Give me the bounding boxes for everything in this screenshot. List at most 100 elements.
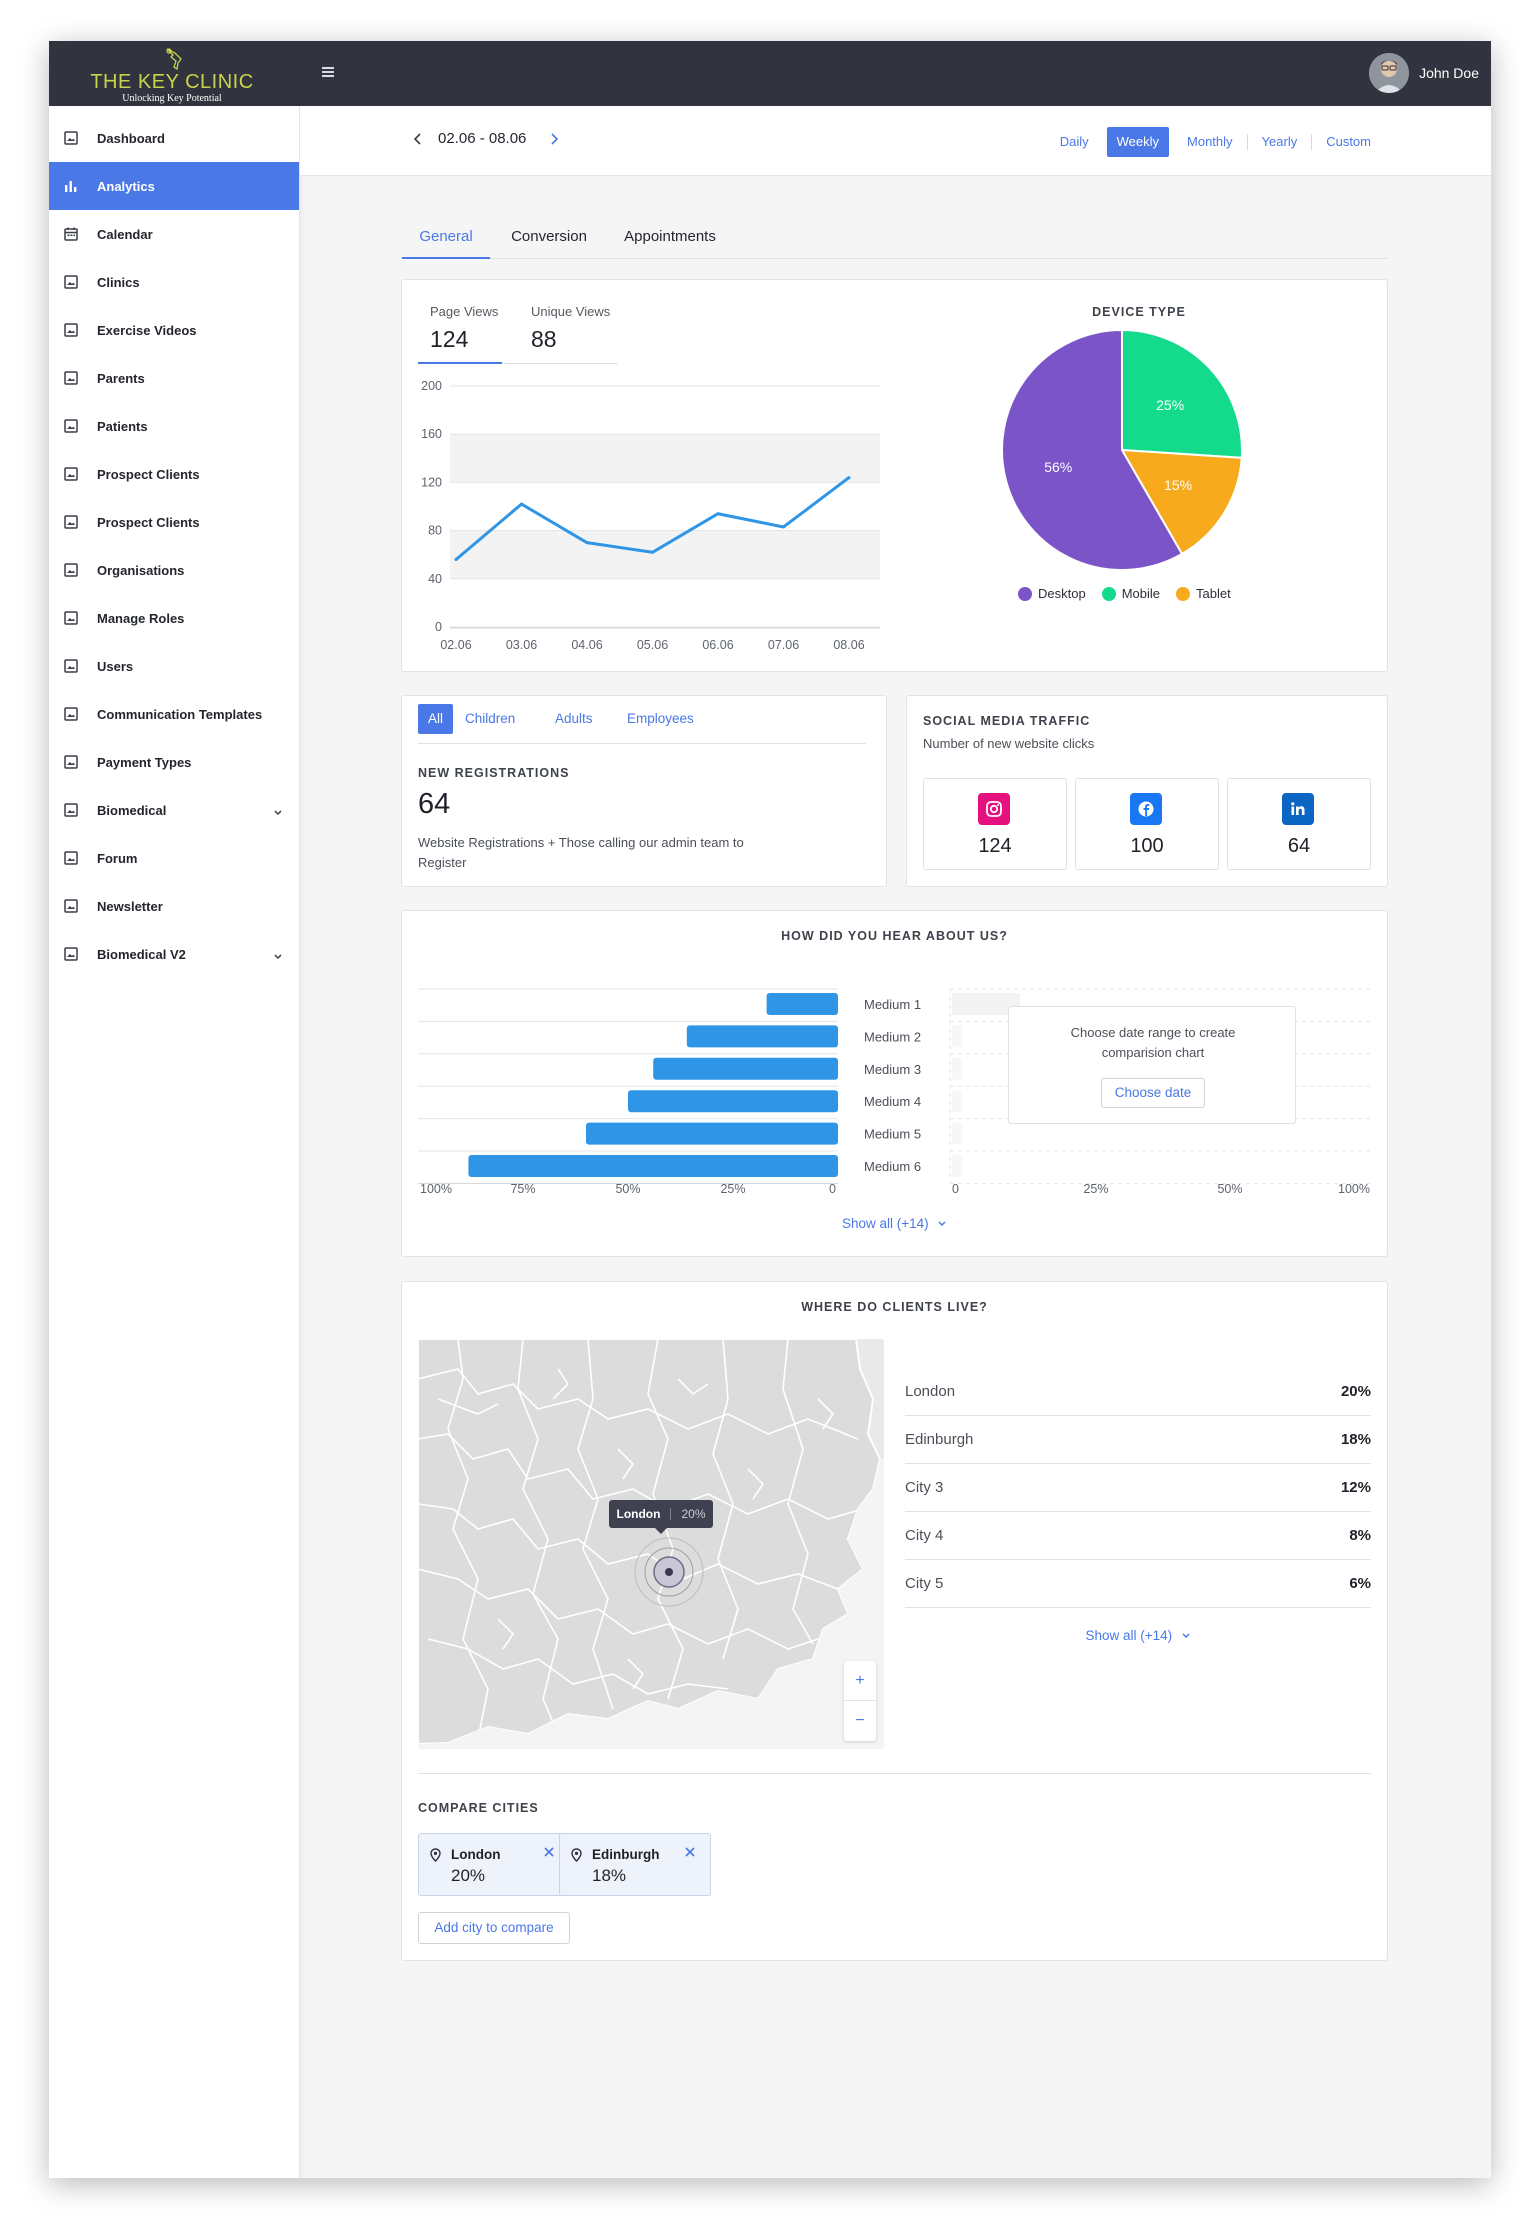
sidebar-item-organisations[interactable]: Organisations <box>49 546 299 594</box>
y-tick-label: 160 <box>421 427 442 441</box>
x-tick-label: 08.06 <box>833 638 864 652</box>
avatar[interactable] <box>1369 53 1410 93</box>
sidebar-item-payment-types[interactable]: Payment Types <box>49 738 299 786</box>
sidebar-item-calendar[interactable]: Calendar <box>49 210 299 258</box>
zoom-out-button[interactable]: − <box>855 1712 865 1729</box>
sidebar-item-forum[interactable]: Forum <box>49 834 299 882</box>
tab-appointments[interactable]: Appointments <box>624 228 716 245</box>
filter-all[interactable]: All <box>418 704 454 734</box>
sidebar-item-biomedical-v2[interactable]: Biomedical V2 <box>49 930 299 978</box>
unique-views-value[interactable]: 88 <box>531 326 557 352</box>
sidebar-item-communication-templates[interactable]: Communication Templates <box>49 690 299 738</box>
map-pin-icon <box>430 1848 441 1867</box>
cities-show-all[interactable]: Show all (+14) <box>905 1627 1371 1645</box>
bar-medium-5[interactable] <box>586 1122 838 1145</box>
brand-logo[interactable]: THE KEY CLINIC Unlocking Key Potential <box>87 45 257 104</box>
compare-chip-pct: 20% <box>451 1866 486 1885</box>
x-tick-label: 50% <box>615 1182 640 1196</box>
tab-general[interactable]: General <box>402 219 490 259</box>
comparison-prompt-box: Choose date range to create comparision … <box>1008 1006 1296 1124</box>
zoom-in-button[interactable]: + <box>844 1661 876 1701</box>
pie-slice-tablet[interactable] <box>1120 448 1243 556</box>
new-registrations-title: NEW REGISTRATIONS <box>418 766 570 780</box>
hamburger-menu-icon[interactable] <box>322 65 338 81</box>
brand-tagline: Unlocking Key Potential <box>122 93 222 104</box>
user-menu[interactable]: John Doe <box>1369 53 1479 93</box>
pie-slice-mobile[interactable] <box>1121 328 1243 459</box>
sidebar-item-dashboard[interactable]: Dashboard <box>49 114 299 162</box>
pie-slice-desktop[interactable] <box>1001 328 1184 571</box>
sidebar-item-label: Communication Templates <box>97 706 263 722</box>
sidebar-item-exercise-videos[interactable]: Exercise Videos <box>49 306 299 354</box>
sidebar-item-manage-roles[interactable]: Manage Roles <box>49 594 299 642</box>
grid-band <box>450 434 880 483</box>
filter-adults[interactable]: Adults <box>555 711 593 726</box>
city-row-city-3[interactable]: City 3 12% <box>905 1464 1371 1512</box>
line-point[interactable] <box>520 502 523 506</box>
sidebar-item-patients[interactable]: Patients <box>49 402 299 450</box>
chevron-down-icon <box>1182 1633 1190 1639</box>
compare-chip-edinburgh[interactable]: Edinburgh 18% <box>559 1833 711 1896</box>
line-point[interactable] <box>651 550 654 554</box>
close-icon[interactable] <box>684 1845 696 1863</box>
legend-label: Mobile <box>1121 586 1160 601</box>
filter-employees[interactable]: Employees <box>627 711 694 726</box>
legend-item-tablet[interactable]: Tablet <box>1176 586 1231 601</box>
line-point[interactable] <box>782 525 785 529</box>
compare-chip-london[interactable]: London 20% <box>418 1833 570 1896</box>
period-weekly[interactable]: Weekly <box>1106 127 1170 157</box>
legend-swatch <box>1176 586 1190 601</box>
period-yearly[interactable]: Yearly <box>1261 134 1298 149</box>
chevron-left-icon[interactable] <box>413 133 423 145</box>
sidebar-item-analytics[interactable]: Analytics <box>49 162 299 210</box>
city-row-city-4[interactable]: City 4 8% <box>905 1512 1371 1560</box>
registration-filters: All Children Adults Employees <box>418 696 866 744</box>
hear-show-all[interactable]: Show all (+14) <box>402 1215 1387 1233</box>
social-stat-linkedin[interactable]: 64 <box>1227 778 1371 870</box>
period-custom[interactable]: Custom <box>1326 134 1371 149</box>
clients-map[interactable]: London 20% + − <box>418 1339 884 1749</box>
sidebar-item-newsletter[interactable]: Newsletter <box>49 882 299 930</box>
active-kpi-underline <box>418 362 502 364</box>
sidebar-item-users[interactable]: Users <box>49 642 299 690</box>
sidebar-item-label: Prospect Clients <box>97 514 200 530</box>
chevron-right-icon[interactable] <box>549 133 559 145</box>
y-tick-label: 120 <box>421 475 442 489</box>
bar-medium-2[interactable] <box>686 1025 838 1048</box>
bar-medium-3[interactable] <box>653 1057 838 1080</box>
legend-item-mobile[interactable]: Mobile <box>1101 586 1160 601</box>
period-monthly[interactable]: Monthly <box>1187 134 1233 149</box>
x-tick-label: 06.06 <box>702 638 733 652</box>
city-row-london[interactable]: London 20% <box>905 1368 1371 1416</box>
sidebar-item-prospect-clients[interactable]: Prospect Clients <box>49 498 299 546</box>
sidebar-item-parents[interactable]: Parents <box>49 354 299 402</box>
social-stat-facebook[interactable]: 100 <box>1075 778 1219 870</box>
legend-item-desktop[interactable]: Desktop <box>1018 586 1086 601</box>
line-point[interactable] <box>454 558 458 562</box>
bar-medium-4[interactable] <box>628 1090 838 1113</box>
sidebar-item-label: Organisations <box>97 562 185 578</box>
sidebar-item-prospect-clients[interactable]: Prospect Clients <box>49 450 299 498</box>
bar-medium-6[interactable] <box>468 1155 838 1177</box>
line-point[interactable] <box>716 512 720 516</box>
tab-conversion[interactable]: Conversion <box>511 228 587 245</box>
sidebar: Dashboard Analytics Calendar Clinics Exercis… <box>49 106 300 2178</box>
add-city-button[interactable]: Add city to compare <box>418 1912 570 1944</box>
bar-medium-1[interactable] <box>766 993 838 1015</box>
choose-date-button[interactable]: Choose date <box>1101 1078 1205 1108</box>
city-row-city-5[interactable]: City 5 6% <box>905 1560 1371 1608</box>
map-pin-icon <box>571 1848 582 1867</box>
line-point[interactable] <box>847 476 851 480</box>
period-daily[interactable]: Daily <box>1059 134 1089 149</box>
close-icon[interactable] <box>543 1845 555 1863</box>
social-stat-instagram[interactable]: 124 <box>923 778 1067 870</box>
sidebar-item-biomedical[interactable]: Biomedical <box>49 786 299 834</box>
image-icon <box>64 371 78 385</box>
sidebar-item-clinics[interactable]: Clinics <box>49 258 299 306</box>
filter-children[interactable]: Children <box>465 711 516 726</box>
top-bar: THE KEY CLINIC Unlocking Key Potential J… <box>49 41 1491 106</box>
city-pct: 8% <box>1349 1527 1371 1544</box>
device-type-title: DEVICE TYPE <box>1092 305 1186 319</box>
city-row-edinburgh[interactable]: Edinburgh 18% <box>905 1416 1371 1464</box>
line-point[interactable] <box>585 541 589 545</box>
